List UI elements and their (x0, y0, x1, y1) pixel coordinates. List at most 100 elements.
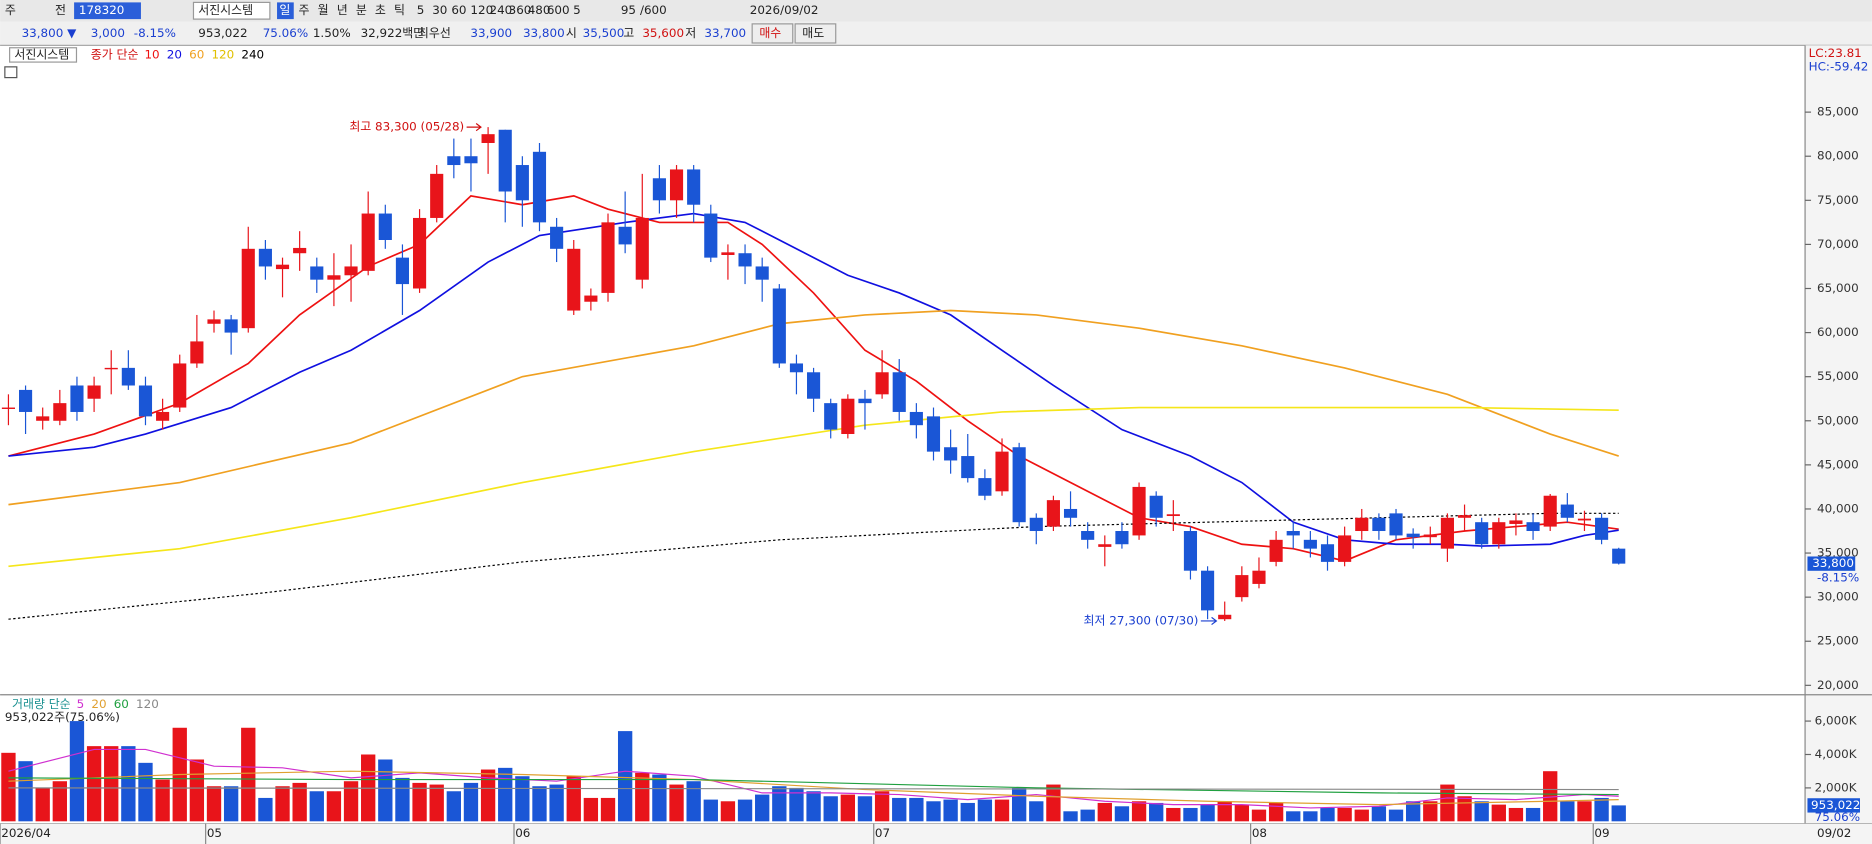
volume-bar (121, 746, 136, 822)
toolbar-item[interactable]: 60 (451, 3, 466, 17)
y-tick-label: 2,000K (1815, 780, 1858, 794)
volume-bar (1371, 806, 1387, 822)
min-arrow (1200, 616, 1218, 626)
candle-body (704, 213, 718, 258)
volume-bar (977, 799, 993, 822)
candle-body (755, 266, 769, 280)
toolbar-item[interactable]: 95 (621, 3, 636, 17)
volume-bar (566, 776, 581, 822)
candle-body (961, 456, 975, 479)
ma-line (8, 748, 1619, 809)
toolbar-item[interactable]: 틱 (394, 3, 405, 17)
legend-entry: 240 (241, 47, 264, 61)
volume-bar (463, 782, 479, 822)
volume-bar (840, 794, 856, 822)
legend-entry: 5 (77, 697, 85, 711)
volume-bar (326, 791, 342, 822)
legend-entry: 60 (114, 697, 129, 711)
volume-bar (1217, 801, 1232, 822)
volume-bar (703, 799, 718, 822)
candle-body (515, 165, 529, 201)
y-tick-label: 75,000 (1817, 193, 1859, 207)
last-volume: 953,022 (1811, 798, 1860, 812)
candle-body (87, 385, 101, 399)
toolbar-item[interactable]: 5 (417, 3, 425, 17)
toolbar-item[interactable]: 일 (279, 3, 290, 17)
candle-body (995, 451, 1009, 492)
candle-body (1492, 522, 1506, 545)
x-tick-label: 2026/04 (1, 826, 51, 840)
lc-label: LC:23.81 (1809, 46, 1862, 60)
x-tick-label: 06 (515, 826, 530, 840)
y-tick-label: 50,000 (1817, 413, 1859, 427)
volume-bar (1491, 804, 1506, 822)
candle-body (738, 253, 752, 267)
toolbar-item[interactable]: 240 (490, 3, 513, 17)
toolbar-item[interactable]: 30 (432, 3, 447, 17)
ma-label: 종가 단순 (91, 47, 139, 61)
candle-body (721, 252, 735, 255)
candle-body (70, 385, 84, 412)
volume-bar (69, 721, 85, 822)
quote-item: 시 (566, 26, 577, 40)
candle-body (1081, 531, 1095, 540)
candle-body (1183, 531, 1198, 571)
volume-bar (1149, 802, 1164, 822)
toolbar-item[interactable]: 월 (318, 3, 329, 17)
volume-bar (1131, 801, 1147, 822)
toolbar-item[interactable]: 서진시스템 (198, 3, 253, 17)
period-active[interactable] (277, 2, 294, 20)
grid-icon[interactable] (4, 66, 18, 79)
candle-body (550, 226, 564, 249)
candle-body (1423, 534, 1437, 538)
axis-bg (1805, 45, 1872, 844)
toolbar-item[interactable]: /600 (640, 3, 667, 17)
volume-bar (583, 797, 599, 822)
toolbar-item[interactable]: 5 (573, 3, 581, 17)
toolbar-item[interactable]: 360 (509, 3, 532, 17)
legend-entry: 20 (167, 47, 182, 61)
toolbar-item[interactable]: 전 (55, 3, 66, 17)
toolbar-item[interactable]: 분 (356, 3, 367, 17)
quote-item[interactable]: 매도 (802, 26, 824, 40)
toolbar-item[interactable]: 480 (528, 3, 551, 17)
toolbar-item[interactable]: 년 (337, 3, 348, 17)
last-price: 33,800 (1812, 556, 1854, 570)
volume-bar (241, 727, 256, 822)
candle-body (1320, 544, 1335, 562)
quote-item[interactable]: 매수 (759, 26, 781, 40)
candle-body (1098, 544, 1112, 547)
candle-body (635, 217, 649, 280)
volume-bar (1063, 811, 1078, 822)
candle-body (1457, 515, 1472, 518)
candle-body (1149, 495, 1163, 518)
volume-bar (1543, 771, 1558, 822)
volume-bar (35, 787, 50, 822)
last-volume-box (1807, 798, 1860, 813)
candle-body (447, 156, 461, 166)
candle-body (567, 248, 581, 311)
toolbar-item[interactable]: 178320 (79, 3, 125, 17)
toolbar-item[interactable]: 600 (547, 3, 570, 17)
candle-body (378, 213, 392, 240)
ma-line (8, 787, 1619, 791)
candle-body (207, 319, 221, 324)
volume-bar (1337, 807, 1352, 822)
toolbar-item[interactable]: 주 (5, 3, 16, 17)
volume-bar (446, 791, 461, 822)
y-tick-label: 30,000 (1817, 590, 1859, 604)
code-box[interactable] (74, 2, 141, 20)
toolbar-item[interactable]: 2026/09/02 (750, 3, 819, 17)
candle-body (138, 385, 153, 417)
candle-body (121, 367, 135, 386)
y-tick-label: 6,000K (1815, 714, 1858, 728)
toolbar-item[interactable]: 주 (299, 3, 310, 17)
candle-body (944, 447, 958, 461)
order-button[interactable] (794, 23, 837, 44)
toolbar-item[interactable]: 120 (470, 3, 493, 17)
candle-body (892, 372, 906, 412)
order-button[interactable] (751, 23, 794, 44)
candle-body (1389, 513, 1403, 536)
toolbar-item[interactable]: 초 (375, 3, 386, 17)
